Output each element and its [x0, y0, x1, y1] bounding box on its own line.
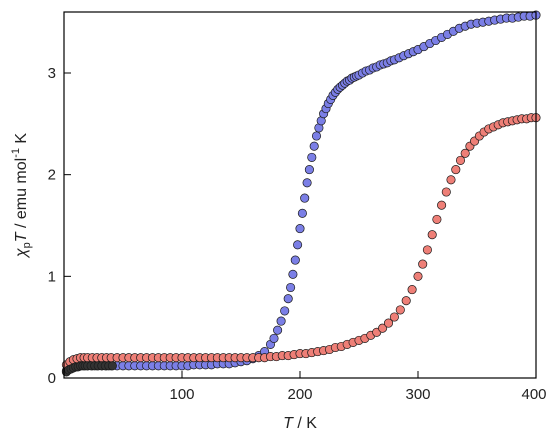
- axis-ticks: 100 200 300 400 0 1 2 3: [48, 65, 547, 403]
- data-point-series-1: [307, 152, 317, 162]
- data-point-series-2: [395, 305, 405, 315]
- data-point-series-2: [422, 245, 432, 255]
- data-point-series-1: [293, 240, 303, 250]
- data-point-series-1: [288, 269, 298, 279]
- y-tick-label: 3: [48, 65, 56, 82]
- x-tick-label: 200: [287, 386, 312, 403]
- data-point-series-1: [276, 316, 286, 326]
- data-point-series-1: [309, 141, 319, 151]
- x-tick-label: 100: [169, 386, 194, 403]
- data-points: [61, 10, 541, 377]
- data-point-series-2: [418, 259, 428, 269]
- x-axis-title: T / K: [283, 415, 317, 432]
- data-point-series-1: [302, 178, 312, 188]
- data-point-series-2: [451, 165, 461, 175]
- data-point-series-1: [300, 193, 310, 203]
- data-point-series-1: [283, 294, 293, 304]
- data-point-series-2: [460, 148, 470, 158]
- x-tick-label: 400: [521, 386, 546, 403]
- data-point-series-2: [437, 200, 447, 210]
- data-point-series-1: [290, 255, 300, 265]
- data-point-series-1: [297, 208, 307, 218]
- y-axis-title: χpT / emu mol-1 K: [10, 133, 33, 260]
- data-point-series-2: [455, 155, 466, 165]
- x-tick-label: 300: [405, 386, 430, 403]
- data-point-series-2: [401, 296, 411, 306]
- data-point-series-1: [273, 325, 283, 335]
- data-point-series-1: [304, 165, 314, 175]
- data-point-series-2: [446, 175, 456, 185]
- data-point-series-2: [427, 230, 437, 240]
- data-point-series-1: [269, 333, 279, 343]
- data-point-series-2: [378, 323, 388, 333]
- data-point-series-3: [107, 361, 117, 371]
- data-point-series-2: [407, 285, 417, 295]
- data-point-series-2: [389, 312, 399, 322]
- y-tick-label: 0: [48, 370, 56, 387]
- y-tick-label: 1: [48, 268, 56, 285]
- y-tick-label: 2: [48, 167, 56, 184]
- data-point-series-2: [413, 271, 423, 281]
- plot-frame: [63, 11, 537, 379]
- data-point-series-1: [311, 131, 322, 141]
- data-point-series-2: [432, 214, 442, 224]
- data-point-series-2: [441, 187, 451, 197]
- data-point-series-1: [280, 306, 290, 316]
- data-point-series-1: [295, 224, 305, 234]
- data-point-series-1: [286, 282, 296, 293]
- data-point-series-2: [383, 318, 394, 328]
